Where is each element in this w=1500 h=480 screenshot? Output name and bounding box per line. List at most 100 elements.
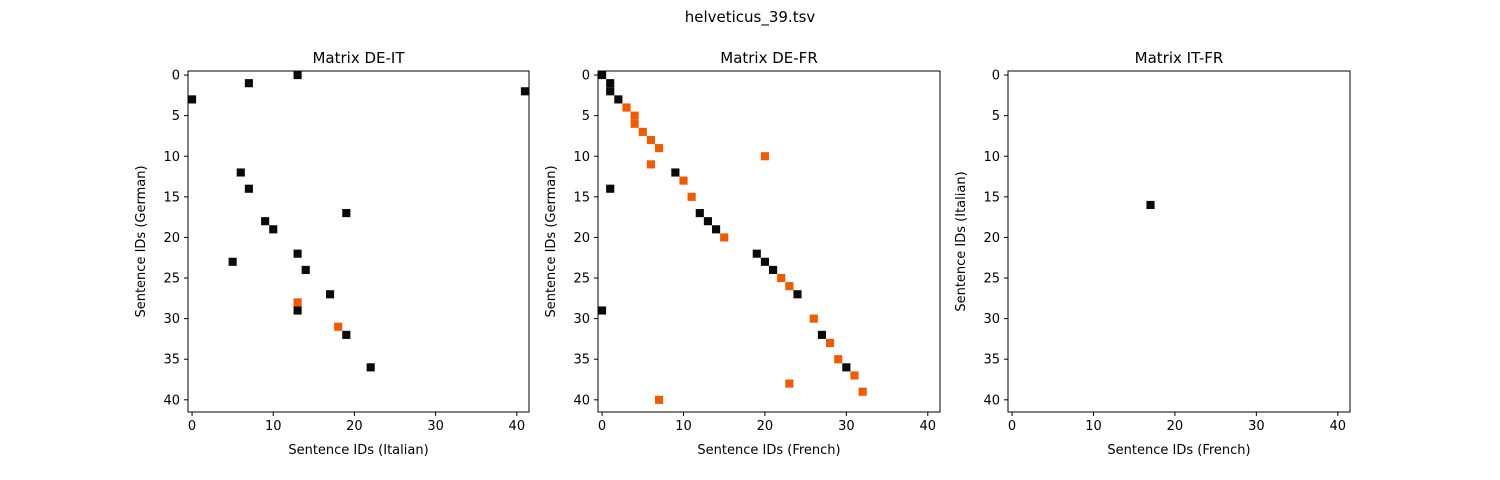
y-tick-label: 0 xyxy=(582,69,590,84)
y-tick-label: 25 xyxy=(163,272,180,287)
panel-2: 0 10 20 30 40 0 5 10 15 20 25 30 35 40 Matrix DE-FR Sen… xyxy=(544,49,941,458)
matrix-cell xyxy=(703,217,712,226)
matrix-cell xyxy=(366,363,375,372)
matrix-cell xyxy=(655,144,664,153)
matrix-cell xyxy=(1146,200,1155,210)
y-tick-label: 35 xyxy=(983,353,1000,368)
y-tick-label: 40 xyxy=(163,393,180,408)
matrix-cell xyxy=(687,192,696,201)
matrix-cell xyxy=(655,395,664,404)
x-tick-label: 40 xyxy=(1330,419,1347,434)
y-tick-label: 0 xyxy=(992,69,1000,84)
x-axis-label: Sentence IDs (French) xyxy=(1107,443,1250,458)
y-axis-label: Sentence IDs (German) xyxy=(134,165,149,317)
matrix-cell xyxy=(261,217,270,226)
matrix-cell xyxy=(638,127,647,136)
panel-3: 0 10 20 30 40 0 5 10 15 20 25 30 35 40 Matrix IT-FR Sen… xyxy=(954,49,1351,458)
y-tick-label: 15 xyxy=(573,190,590,205)
matrix-cell xyxy=(301,265,310,274)
matrix-cell xyxy=(244,184,253,193)
matrix-cell xyxy=(606,79,615,88)
x-tick-label: 10 xyxy=(265,419,282,434)
x-tick-label: 0 xyxy=(188,419,196,434)
matrix-cell xyxy=(342,209,351,218)
matrix-cell xyxy=(598,306,607,315)
matrix-cell xyxy=(769,265,778,274)
y-tick-label: 15 xyxy=(983,190,1000,205)
x-tick-label: 40 xyxy=(920,419,937,434)
y-tick-label: 30 xyxy=(573,312,590,327)
matrix-cell xyxy=(630,119,639,128)
matrix-cell xyxy=(606,184,615,193)
plot-area xyxy=(598,71,940,412)
panel-title: Matrix IT-FR xyxy=(1135,49,1224,67)
y-tick-label: 20 xyxy=(983,231,1000,246)
x-tick-label: 0 xyxy=(598,419,606,434)
y-tick-label: 10 xyxy=(573,150,590,165)
matrix-cell xyxy=(598,71,607,80)
panel-1: 0 10 20 30 40 0 5 10 15 20 25 30 35 40 Matrix DE-IT Sen… xyxy=(134,49,530,458)
x-tick-label: 20 xyxy=(1167,419,1184,434)
matrix-cell xyxy=(614,95,623,104)
matrix-cell xyxy=(817,330,826,339)
y-tick-label: 30 xyxy=(983,312,1000,327)
y-tick-label: 25 xyxy=(573,272,590,287)
x-axis-label: Sentence IDs (Italian) xyxy=(288,443,428,458)
matrix-cell xyxy=(671,168,680,177)
x-tick-label: 30 xyxy=(427,419,444,434)
matrix-cell xyxy=(695,209,704,218)
y-tick-label: 25 xyxy=(983,272,1000,287)
matrix-cell xyxy=(293,71,302,80)
matrix-cell xyxy=(520,87,529,96)
matrix-cell xyxy=(334,322,343,331)
matrix-cell xyxy=(646,135,655,145)
x-tick-label: 40 xyxy=(509,419,526,434)
x-tick-label: 10 xyxy=(1085,419,1102,434)
plot-area xyxy=(1008,71,1350,412)
x-tick-label: 10 xyxy=(675,419,692,434)
matrix-cell xyxy=(720,233,729,242)
y-tick-label: 35 xyxy=(573,353,590,368)
matrix-cell xyxy=(785,379,794,388)
y-tick-label: 10 xyxy=(163,150,180,165)
matrix-cell xyxy=(342,330,351,339)
matrix-cell xyxy=(622,103,631,112)
y-tick-label: 20 xyxy=(573,231,590,246)
x-tick-label: 20 xyxy=(757,419,774,434)
matrix-cell xyxy=(712,225,721,234)
matrix-cell xyxy=(793,290,802,299)
matrix-cell xyxy=(826,338,835,348)
matrix-cell xyxy=(228,257,237,266)
figure-title: helveticus_39.tsv xyxy=(685,8,816,27)
panel-title: Matrix DE-IT xyxy=(312,49,405,67)
matrix-cell xyxy=(606,87,615,96)
matrix-cell xyxy=(834,355,843,364)
y-axis-label: Sentence IDs (Italian) xyxy=(954,171,969,311)
matrix-cell xyxy=(858,387,867,396)
matrix-cell xyxy=(293,249,302,258)
matrix-cell xyxy=(850,371,859,380)
matrix-cell xyxy=(809,314,818,323)
y-tick-label: 20 xyxy=(163,231,180,246)
y-tick-label: 5 xyxy=(582,109,590,124)
y-tick-label: 0 xyxy=(172,69,180,84)
y-tick-label: 40 xyxy=(573,393,590,408)
y-axis-label: Sentence IDs (German) xyxy=(544,165,559,317)
plot-frame xyxy=(187,70,530,413)
plot-area xyxy=(188,71,529,412)
matrix-cell xyxy=(785,282,794,291)
y-tick-label: 15 xyxy=(163,190,180,205)
matrix-cell xyxy=(293,298,302,307)
x-tick-label: 30 xyxy=(1248,419,1265,434)
matrix-cell xyxy=(293,306,302,315)
matrix-cell xyxy=(679,176,688,185)
x-tick-label: 20 xyxy=(346,419,363,434)
matrix-cell xyxy=(842,363,851,372)
matrix-cell xyxy=(646,160,655,169)
matrix-cell xyxy=(630,111,639,120)
y-tick-label: 5 xyxy=(172,109,180,124)
matrix-cell xyxy=(752,249,761,258)
plot-frame xyxy=(1007,70,1351,413)
matrix-cell xyxy=(777,273,786,283)
